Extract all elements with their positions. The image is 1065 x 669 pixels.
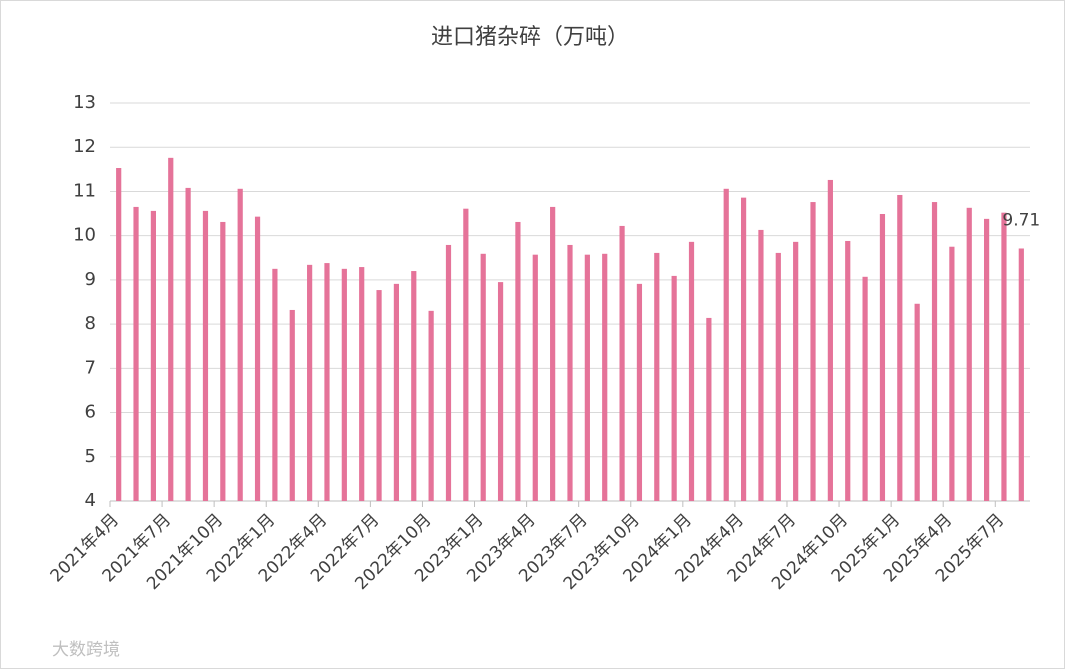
bar	[984, 218, 990, 501]
bar	[740, 197, 747, 501]
y-tick-label: 5	[85, 446, 96, 467]
bar	[411, 271, 417, 501]
bar	[706, 317, 712, 501]
bar	[793, 241, 799, 501]
bar	[550, 206, 556, 501]
bar	[931, 202, 938, 501]
chart-title: 进口猪杂碎（万吨）	[431, 25, 629, 50]
bar	[619, 225, 625, 501]
bar	[254, 216, 261, 501]
bar	[810, 202, 816, 501]
bar	[463, 208, 469, 502]
bar	[185, 187, 191, 501]
y-tick-label: 6	[85, 402, 96, 423]
bar	[289, 309, 295, 501]
y-tick-label: 9	[85, 269, 96, 290]
y-tick-label: 13	[73, 92, 96, 113]
y-tick-label: 11	[73, 180, 96, 201]
bar	[654, 252, 660, 501]
bar	[168, 157, 174, 501]
bar	[897, 194, 903, 501]
bar	[845, 240, 851, 501]
bar	[879, 213, 886, 501]
bar	[480, 253, 486, 501]
bar	[636, 283, 643, 501]
y-tick-label: 7	[85, 357, 96, 378]
watermark: 大数跨境	[52, 640, 120, 660]
bar	[688, 241, 695, 501]
bar	[862, 276, 868, 501]
bar	[359, 267, 365, 501]
bar	[272, 268, 278, 501]
bar	[324, 263, 330, 501]
bar	[532, 254, 538, 501]
y-tick-label: 8	[85, 313, 96, 334]
bar	[914, 303, 920, 501]
bar	[341, 268, 347, 501]
bar	[1018, 248, 1024, 501]
bar	[220, 221, 226, 502]
bar	[584, 254, 590, 501]
bar	[393, 283, 400, 501]
bar	[133, 206, 139, 501]
bar	[116, 168, 122, 502]
bar	[775, 252, 781, 501]
bar	[827, 179, 833, 502]
bar	[723, 188, 729, 501]
bar	[966, 207, 972, 501]
bar	[202, 210, 209, 501]
bar	[602, 253, 608, 501]
bar	[949, 246, 955, 501]
y-tick-label: 12	[73, 136, 96, 157]
bar	[445, 244, 452, 501]
bar	[758, 229, 764, 501]
bar	[237, 188, 243, 501]
bar	[428, 310, 434, 501]
bar	[1001, 212, 1007, 501]
bar	[150, 210, 156, 501]
bar	[567, 244, 573, 501]
data-label: 9.71	[1002, 210, 1040, 230]
y-tick-label: 4	[85, 490, 96, 511]
y-tick-label: 10	[73, 225, 96, 246]
bar	[515, 221, 521, 502]
bar	[671, 275, 677, 501]
bar	[376, 290, 382, 501]
bar	[307, 264, 313, 501]
bar	[497, 282, 504, 501]
